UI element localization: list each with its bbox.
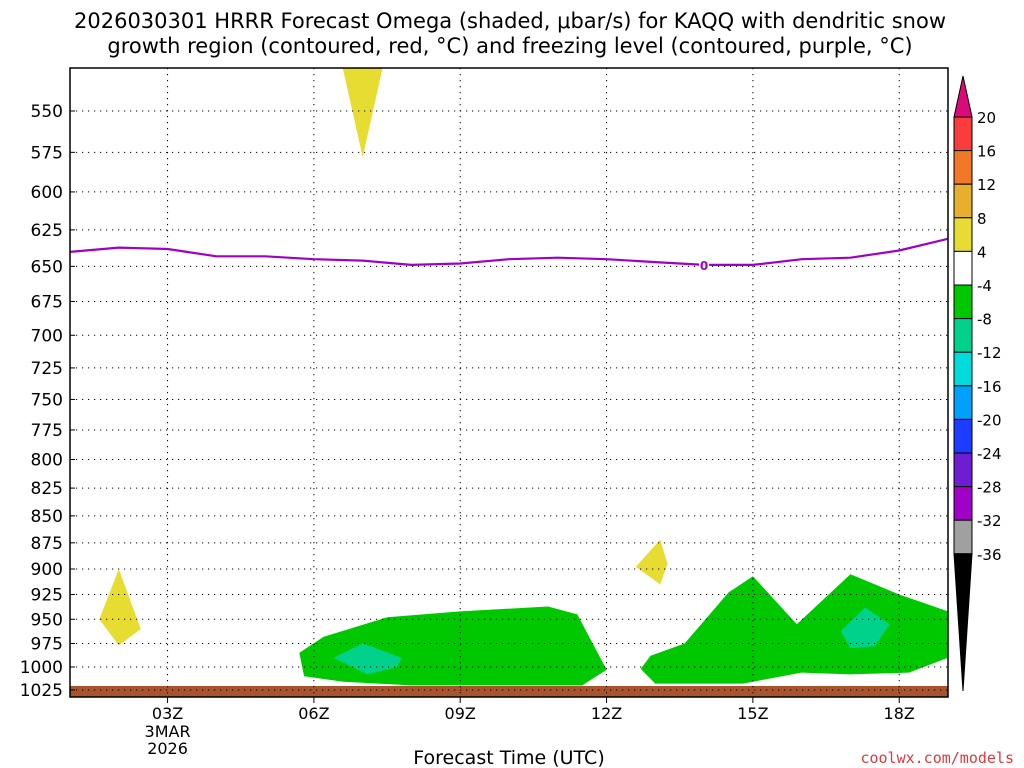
y-tick-label-1025: 1025 xyxy=(20,681,63,701)
omega-region-1 xyxy=(99,569,141,646)
plot-content: 0 xyxy=(70,68,948,697)
colorbar-label-1: 16 xyxy=(977,143,996,161)
colorbar-label-5: -4 xyxy=(977,277,992,295)
freezing-level-label-bg xyxy=(699,257,710,272)
x-tick-label-18Z: 18Z xyxy=(884,704,915,723)
y-tick-label-550: 550 xyxy=(31,102,63,122)
x-tick-label-03Z: 03Z xyxy=(152,704,183,723)
colorbar-bin-10 xyxy=(953,452,973,488)
y-tick-label-750: 750 xyxy=(31,390,63,410)
ground-surface xyxy=(70,685,948,697)
credit-text: coolwx.com/models xyxy=(860,749,1014,767)
colorbar-bin-11 xyxy=(953,486,973,521)
colorbar-bin-0 xyxy=(953,116,973,152)
chart-title-line-1: 2026030301 HRRR Forecast Omega (shaded, … xyxy=(74,9,946,33)
colorbar-bottom-arrow xyxy=(953,553,973,692)
colorbar-label-6: -8 xyxy=(977,311,992,329)
y-tick-label-600: 600 xyxy=(31,183,63,203)
colorbar-label-3: 8 xyxy=(977,210,987,228)
omega-region-2 xyxy=(635,539,668,585)
colorbar-label-13: -36 xyxy=(977,546,1002,564)
y-tick-label-875: 875 xyxy=(31,534,63,554)
x-tick-label-06Z: 06Z xyxy=(298,704,329,723)
colorbar-label-7: -12 xyxy=(977,344,1002,362)
x-tick-label-15Z: 15Z xyxy=(737,704,768,723)
colorbar-bin-7 xyxy=(953,351,973,387)
y-tick-label-650: 650 xyxy=(31,257,63,277)
chart-title-line-2: growth region (contoured, red, °C) and f… xyxy=(107,34,912,58)
y-tick-label-575: 575 xyxy=(31,143,63,163)
y-tick-label-625: 625 xyxy=(31,221,63,241)
y-tick-label-925: 925 xyxy=(31,585,63,605)
plot-frame xyxy=(69,67,949,698)
x-tick-label-12Z: 12Z xyxy=(591,704,622,723)
plot-area: 0 xyxy=(69,67,949,698)
omega-region-4 xyxy=(640,574,948,684)
y-tick-label-975: 975 xyxy=(31,634,63,654)
colorbar-bin-2 xyxy=(953,183,973,219)
colorbar-bin-6 xyxy=(953,318,973,353)
colorbar-label-11: -28 xyxy=(977,479,1002,497)
colorbar-label-12: -32 xyxy=(977,512,1002,530)
y-tick-label-800: 800 xyxy=(31,450,63,470)
colorbar-bin-5 xyxy=(953,284,973,320)
y-tick-label-675: 675 xyxy=(31,292,63,312)
y-axis-pressure: 550 575 600 625 650 675 700 725 750 775 800 825 850 8… xyxy=(20,102,75,701)
colorbar-bin-8 xyxy=(953,385,973,420)
y-tick-label-725: 725 xyxy=(31,359,63,379)
omega-region-3 xyxy=(299,606,607,686)
y-tick-label-850: 850 xyxy=(31,507,63,527)
colorbar-bin-3 xyxy=(953,217,973,252)
x-tick-sublabel-0: 3MAR xyxy=(145,722,191,741)
omega-region-6 xyxy=(840,607,890,649)
x-tick-label-09Z: 09Z xyxy=(445,704,476,723)
colorbar-top-arrow xyxy=(953,75,973,118)
colorbar-label-8: -16 xyxy=(977,378,1002,396)
freezing-level-label: 0 xyxy=(700,259,708,273)
y-tick-label-950: 950 xyxy=(31,610,63,630)
freezing-level-line xyxy=(70,237,948,267)
y-tick-label-700: 700 xyxy=(31,326,63,346)
y-tick-label-775: 775 xyxy=(31,421,63,441)
y-tick-label-900: 900 xyxy=(31,560,63,580)
x-axis-label: Forecast Time (UTC) xyxy=(413,747,604,768)
colorbar-label-0: 20 xyxy=(977,109,996,127)
omega-region-0 xyxy=(342,68,383,158)
colorbar-bin-9 xyxy=(953,418,973,454)
colorbar-bin-1 xyxy=(953,150,973,185)
colorbar-label-9: -20 xyxy=(977,411,1002,429)
colorbar-label-4: 4 xyxy=(977,243,987,261)
x-tick-sublabel-1: 2026 xyxy=(147,739,188,758)
colorbar-bin-4 xyxy=(953,250,973,286)
colorbar-legend: 20 16 12 8 4 -4 -8 -12 -16 -20 -24 -28 -32 -36 xyxy=(953,75,1002,692)
colorbar-label-2: 12 xyxy=(977,176,996,194)
y-tick-label-1000: 1000 xyxy=(20,658,63,678)
y-tick-label-825: 825 xyxy=(31,479,63,499)
omega-region-5 xyxy=(333,643,402,675)
colorbar-bin-12 xyxy=(953,519,973,555)
colorbar-label-10: -24 xyxy=(977,445,1002,463)
